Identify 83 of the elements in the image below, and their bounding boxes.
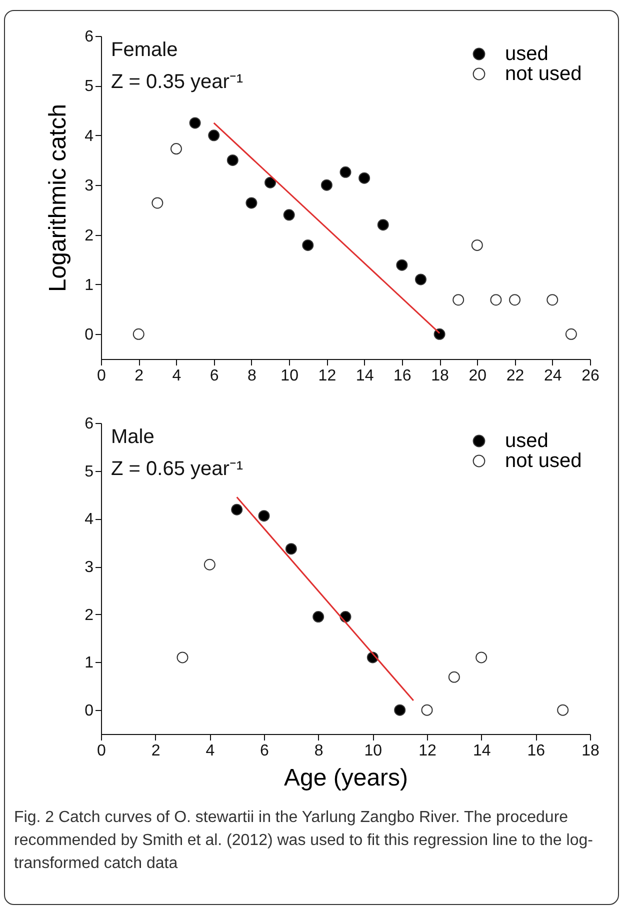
x-tick-label: 4 (172, 368, 182, 384)
point (557, 704, 569, 716)
legend-label: not used (505, 450, 582, 472)
y-tick-label: 1 (84, 276, 94, 294)
legend-label: used (505, 430, 548, 452)
x-tick-label: 6 (260, 742, 270, 760)
point (377, 219, 389, 231)
point (246, 197, 258, 209)
y-tick-label: 0 (84, 702, 94, 720)
point (204, 558, 216, 570)
x-tick-label: 16 (394, 368, 412, 384)
x-tick-label: 12 (318, 368, 336, 384)
point (226, 154, 238, 166)
point (283, 209, 295, 221)
point (340, 166, 352, 178)
point (509, 294, 521, 306)
x-tick-label: 10 (364, 742, 382, 760)
y-tick-label: 4 (84, 511, 94, 528)
caption: Fig. 2 Catch curves of O. stewartii in the Yarlung Zangbo River. The procedure recommended by Smith et al. (2012) was used to fit this regression line to the log-transformed catch data (14, 808, 594, 874)
legend-label: not used (505, 63, 582, 85)
x-tick-label: 18 (431, 368, 450, 384)
point (320, 179, 332, 191)
y-tick-label: 6 (84, 28, 94, 46)
x-tick-label: 8 (314, 742, 324, 760)
point (471, 239, 483, 251)
point (476, 652, 488, 664)
x-tick-label: 18 (582, 742, 600, 760)
annotation: Male (111, 426, 154, 448)
y-tick-label: 3 (84, 178, 94, 195)
legend-label: used (505, 43, 548, 65)
annotation: Female (111, 39, 178, 61)
x-tick-label: 22 (506, 368, 524, 384)
x-tick-label: 20 (468, 368, 487, 384)
y-tick-label: 6 (84, 416, 94, 432)
x-tick-label: 2 (151, 742, 160, 760)
y-tick-label: 5 (84, 78, 94, 96)
annotation: Z = 0.35 year⁻¹ (111, 71, 244, 93)
x-tick-label: 6 (210, 368, 219, 384)
point (258, 510, 270, 522)
y-axis-title: Logarithmic catch (44, 104, 72, 292)
point (565, 328, 577, 340)
point (434, 328, 446, 340)
x-tick-label: 26 (582, 368, 600, 384)
x-tick-label: 4 (206, 742, 215, 760)
point (358, 172, 370, 184)
point (152, 197, 164, 209)
point (170, 143, 182, 155)
point (312, 611, 324, 623)
x-tick-label: 24 (544, 368, 562, 384)
y-tick-label: 4 (84, 128, 94, 145)
x-tick-label: 2 (134, 368, 144, 384)
y-tick-label: 2 (84, 227, 94, 244)
x-tick-label: 0 (97, 742, 106, 760)
point (546, 294, 558, 306)
point (414, 274, 426, 286)
x-tick-label: 12 (418, 742, 436, 760)
x-tick-label: 14 (472, 742, 491, 760)
point (452, 294, 464, 306)
point (421, 704, 433, 716)
x-tick-label: 16 (527, 742, 546, 760)
point (448, 671, 460, 683)
point (285, 543, 297, 555)
point (490, 294, 502, 306)
x-tick-label: 14 (356, 368, 374, 384)
y-tick-label: 0 (84, 326, 94, 344)
point (394, 704, 406, 716)
point (231, 504, 243, 516)
y-tick-label: 2 (84, 606, 94, 624)
point (208, 130, 220, 142)
y-tick-label: 5 (84, 463, 94, 480)
x-tick-label: 0 (97, 368, 106, 384)
x-tick-label: 8 (248, 368, 257, 384)
point (176, 652, 188, 664)
point (396, 259, 408, 271)
point (264, 176, 276, 188)
x-tick-label: 10 (280, 368, 299, 384)
annotation: Z = 0.65 year⁻¹ (111, 458, 244, 480)
x-axis-title: Age (years) (284, 764, 408, 792)
y-tick-label: 3 (84, 559, 94, 576)
point (189, 117, 201, 129)
point (132, 328, 144, 340)
y-tick-label: 1 (84, 654, 94, 672)
point (302, 239, 314, 251)
